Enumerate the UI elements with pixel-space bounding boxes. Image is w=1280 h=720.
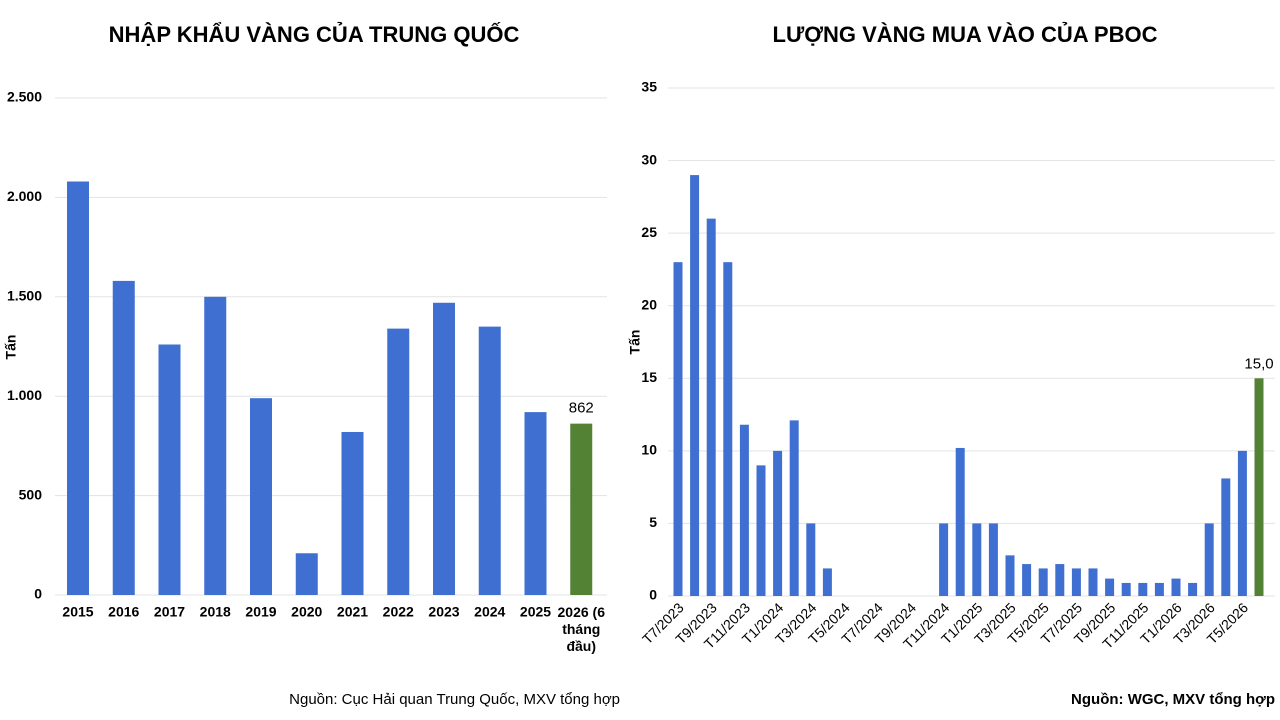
x-tick-label: 2018 [200,604,231,620]
data-label: 15,0 [1244,355,1273,372]
chart-title: LƯỢNG VÀNG MUA VÀO CỦA PBOC [773,22,1158,47]
y-tick-label: 30 [641,151,657,167]
y-tick-label: 1.000 [7,387,42,403]
x-tick-label: 2025 [520,604,551,620]
bar [723,262,733,596]
bar [1055,564,1065,596]
bar [158,344,181,595]
bar [955,447,965,596]
y-tick-label: 35 [641,79,657,95]
bar [1237,450,1247,596]
y-tick-label: 0 [34,586,42,602]
y-axis-label: Tấn [3,335,19,360]
y-axis-label: Tấn [627,330,643,355]
bar [1138,582,1148,596]
bar [739,424,749,596]
x-tick-label: 2026 (6 tháng đầu) [557,604,605,654]
chart-title: NHẬP KHẨU VÀNG CỦA TRUNG QUỐC [109,21,520,47]
data-label: 862 [569,400,594,417]
bar [706,218,716,596]
y-tick-label: 25 [641,224,657,240]
bar [773,450,783,596]
source-note: Nguồn: Cục Hải quan Trung Quốc, MXV tổng… [289,691,620,708]
bar [478,326,501,595]
x-tick-label: 2023 [428,604,459,620]
bar [1022,564,1032,596]
x-tick-label: 2019 [245,604,276,620]
x-tick-label: 2017 [154,604,185,620]
y-tick-label: 10 [641,442,657,458]
bar [112,280,135,595]
source-note: Nguồn: WGC, MXV tổng hợp [1071,691,1275,708]
y-tick-label: 1.500 [7,288,42,304]
bar [988,523,998,596]
x-tick-label: 2022 [383,604,414,620]
y-tick-label: 2.000 [7,188,42,204]
bar [67,181,89,595]
bar [1204,523,1214,596]
y-tick-label: 20 [641,296,657,312]
y-tick-label: 2.500 [7,89,42,105]
y-tick-label: 500 [19,486,43,502]
bar [690,175,700,597]
bar [1254,378,1264,596]
bar [1171,578,1181,596]
bar [1088,568,1098,596]
bar [204,296,227,595]
y-tick-label: 5 [649,514,657,530]
bar [972,523,982,596]
bar [1221,478,1231,596]
bar [433,302,455,595]
bar [806,523,816,596]
x-tick-label: 2021 [337,604,368,620]
x-tick-label: 2016 [108,604,139,620]
x-tick-label: 2020 [291,604,322,620]
bar [524,412,547,595]
y-tick-label: 0 [649,587,657,603]
bar [1038,568,1048,596]
bar [789,420,799,596]
x-tick-label: 2024 [474,604,505,620]
bar [387,328,410,595]
bar [822,568,832,596]
bar [341,431,364,595]
bar [570,423,593,595]
bar [1105,578,1115,596]
x-tick-label: 2015 [62,604,93,620]
bar [756,465,766,596]
bar [1071,568,1081,596]
bar [295,553,318,595]
x-tick-label-text: 2026 (6 tháng đầu) [557,604,605,654]
bar [673,262,683,596]
bar [1005,555,1015,596]
bar [939,523,949,596]
bar [250,398,272,595]
bar [1121,582,1131,596]
bar [1188,582,1198,596]
y-tick-label: 15 [641,369,657,385]
bar [1154,582,1164,596]
